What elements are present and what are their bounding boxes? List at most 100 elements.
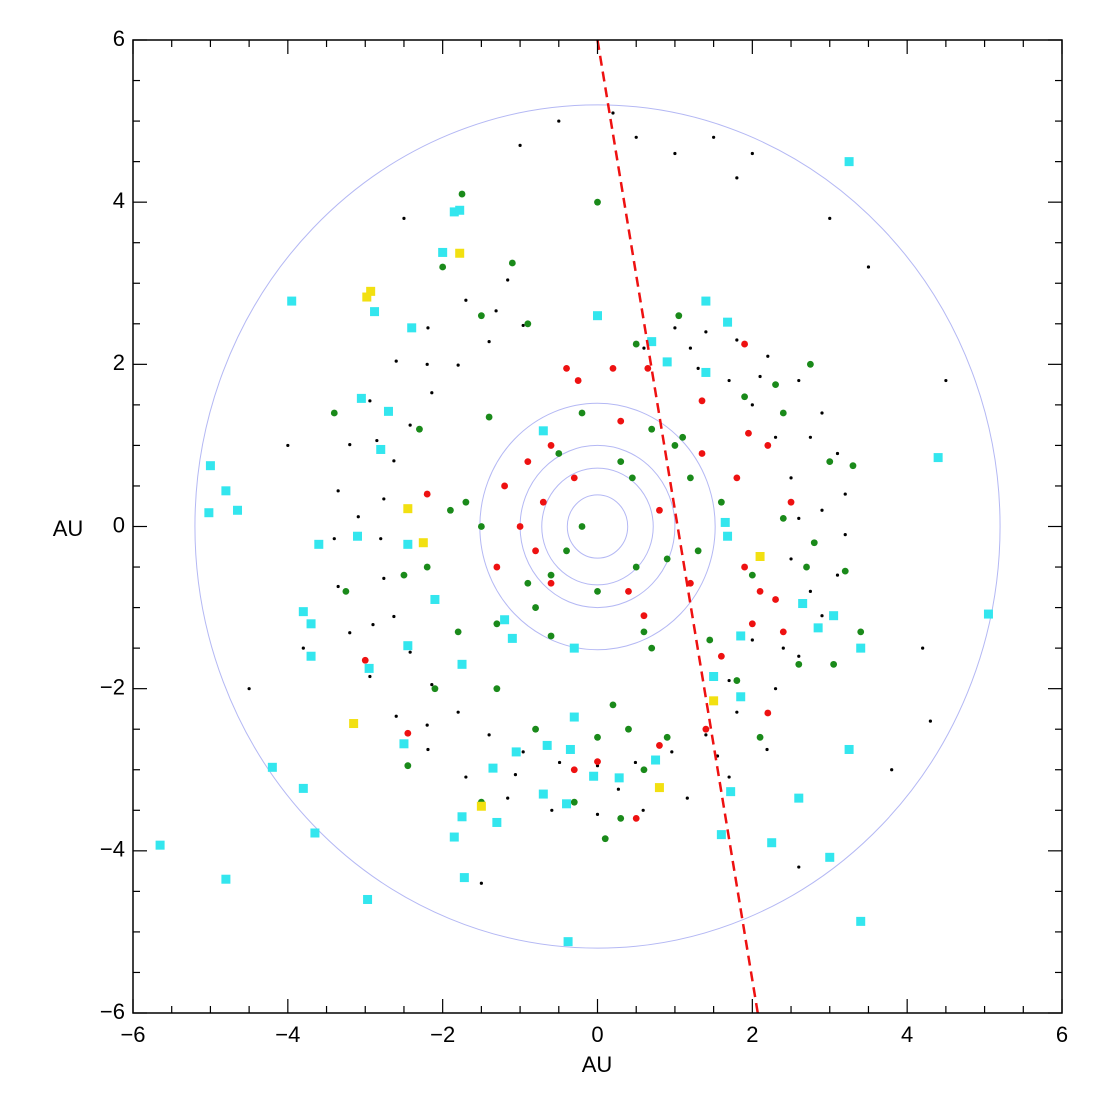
point bbox=[382, 576, 386, 580]
point bbox=[532, 725, 539, 733]
point bbox=[286, 443, 290, 448]
point bbox=[944, 378, 948, 383]
point bbox=[826, 458, 834, 466]
point bbox=[628, 474, 636, 482]
point bbox=[394, 359, 398, 363]
point bbox=[439, 263, 447, 271]
point bbox=[506, 278, 510, 282]
point bbox=[492, 817, 502, 827]
point bbox=[363, 894, 373, 904]
y-tick-label: −2 bbox=[100, 674, 125, 699]
point bbox=[524, 458, 532, 466]
point bbox=[430, 683, 434, 687]
y-tick-label: 0 bbox=[113, 512, 125, 537]
point bbox=[808, 589, 812, 593]
point bbox=[835, 573, 840, 577]
point bbox=[400, 571, 408, 579]
point bbox=[493, 563, 501, 571]
point bbox=[706, 636, 714, 644]
point bbox=[392, 459, 396, 463]
point bbox=[382, 497, 386, 501]
point bbox=[524, 579, 532, 587]
point bbox=[787, 498, 795, 506]
point bbox=[542, 740, 552, 750]
point bbox=[745, 429, 752, 437]
point bbox=[557, 119, 561, 123]
point bbox=[356, 393, 366, 403]
point bbox=[392, 614, 396, 619]
point bbox=[425, 723, 429, 727]
point bbox=[547, 579, 555, 587]
point bbox=[408, 650, 412, 654]
point bbox=[379, 537, 383, 541]
point bbox=[594, 587, 601, 595]
point bbox=[221, 874, 231, 884]
point bbox=[569, 643, 579, 653]
point bbox=[641, 808, 645, 812]
point bbox=[841, 567, 849, 575]
point bbox=[366, 286, 376, 296]
point bbox=[789, 476, 793, 480]
point bbox=[810, 539, 818, 547]
point bbox=[508, 259, 516, 267]
point bbox=[849, 462, 857, 470]
point bbox=[928, 719, 932, 723]
point bbox=[625, 725, 632, 733]
point bbox=[685, 796, 689, 800]
point bbox=[464, 775, 468, 779]
point bbox=[617, 815, 625, 822]
point bbox=[648, 425, 656, 433]
point bbox=[370, 307, 380, 317]
point bbox=[687, 474, 694, 482]
point bbox=[857, 628, 865, 636]
point bbox=[662, 357, 672, 367]
point bbox=[301, 646, 305, 650]
point bbox=[789, 557, 793, 561]
point bbox=[844, 157, 854, 167]
point bbox=[736, 692, 746, 702]
point bbox=[204, 508, 214, 518]
point bbox=[609, 364, 617, 372]
point bbox=[532, 547, 539, 555]
point bbox=[368, 399, 372, 403]
point bbox=[221, 486, 231, 496]
point bbox=[766, 354, 770, 358]
point bbox=[563, 364, 570, 372]
point bbox=[779, 409, 787, 417]
point bbox=[647, 337, 657, 347]
point bbox=[547, 632, 555, 640]
point bbox=[418, 538, 428, 548]
point bbox=[447, 506, 454, 514]
point bbox=[376, 444, 386, 454]
point bbox=[726, 787, 736, 797]
x-tick-label: 0 bbox=[591, 1022, 603, 1047]
point bbox=[570, 766, 578, 774]
point bbox=[562, 799, 572, 809]
point bbox=[547, 442, 555, 449]
point bbox=[795, 660, 803, 668]
point bbox=[701, 296, 711, 306]
point bbox=[830, 660, 838, 668]
point bbox=[563, 937, 573, 947]
point bbox=[808, 435, 812, 439]
point bbox=[298, 783, 308, 793]
plot-frame bbox=[132, 39, 1063, 1014]
point bbox=[594, 733, 601, 741]
point bbox=[773, 687, 778, 691]
point bbox=[511, 747, 521, 757]
point bbox=[670, 750, 674, 754]
point bbox=[616, 787, 621, 791]
point bbox=[704, 330, 708, 334]
point bbox=[521, 750, 525, 754]
point bbox=[449, 207, 459, 217]
point bbox=[654, 783, 664, 793]
point bbox=[794, 793, 804, 803]
point bbox=[449, 832, 459, 842]
point bbox=[765, 747, 769, 752]
point bbox=[698, 450, 706, 457]
point bbox=[756, 733, 764, 741]
x-tick-label: −2 bbox=[430, 1022, 455, 1047]
point bbox=[611, 111, 615, 115]
point bbox=[407, 323, 417, 333]
